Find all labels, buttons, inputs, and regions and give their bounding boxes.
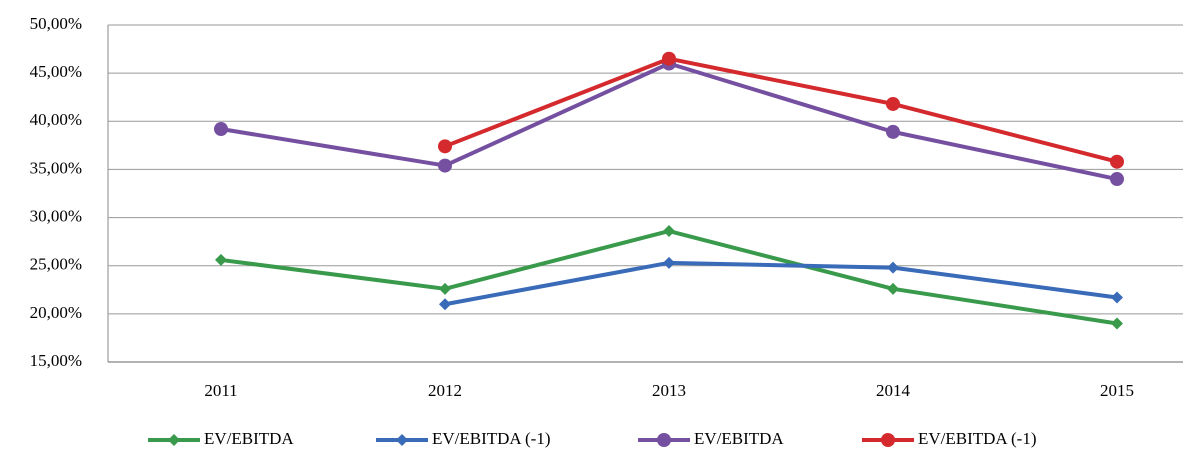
data-point: [214, 121, 228, 136]
legend-label: EV/EBITDA: [694, 429, 784, 448]
x-tick-label: 2011: [204, 381, 237, 400]
series-line: [220, 229, 1118, 326]
x-tick-label: 2013: [652, 381, 686, 400]
data-point: [1111, 317, 1123, 330]
data-point: [215, 253, 227, 266]
data-point: [439, 298, 451, 311]
data-point: [887, 261, 899, 274]
legend-marker: [168, 434, 180, 446]
y-tick-label: 15,00%: [30, 351, 82, 370]
data-point: [886, 96, 900, 111]
data-point: [1110, 172, 1124, 187]
series-line: [444, 56, 1118, 164]
y-tick-label: 40,00%: [30, 110, 82, 129]
legend-label: EV/EBITDA: [204, 429, 294, 448]
data-point: [886, 124, 900, 139]
legend-marker: [396, 434, 408, 446]
data-point: [662, 51, 676, 66]
data-point: [887, 282, 899, 295]
series-line: [444, 260, 1118, 307]
y-tick-label: 20,00%: [30, 303, 82, 322]
legend-marker: [657, 433, 671, 447]
data-point: [1111, 291, 1123, 304]
legend-label: EV/EBITDA (-1): [918, 429, 1037, 448]
x-tick-label: 2014: [876, 381, 911, 400]
y-tick-label: 50,00%: [30, 14, 82, 33]
y-tick-label: 30,00%: [30, 206, 82, 225]
data-point: [1110, 154, 1124, 169]
y-tick-label: 45,00%: [30, 62, 82, 81]
data-point: [438, 158, 452, 173]
x-tick-label: 2012: [428, 381, 462, 400]
data-point: [663, 225, 675, 238]
data-point: [439, 282, 451, 295]
legend-label: EV/EBITDA (-1): [432, 429, 551, 448]
y-tick-label: 35,00%: [30, 158, 82, 177]
data-point: [663, 256, 675, 269]
x-tick-label: 2015: [1100, 381, 1134, 400]
data-point: [438, 139, 452, 154]
y-tick-label: 25,00%: [30, 255, 82, 274]
legend-marker: [881, 433, 895, 447]
